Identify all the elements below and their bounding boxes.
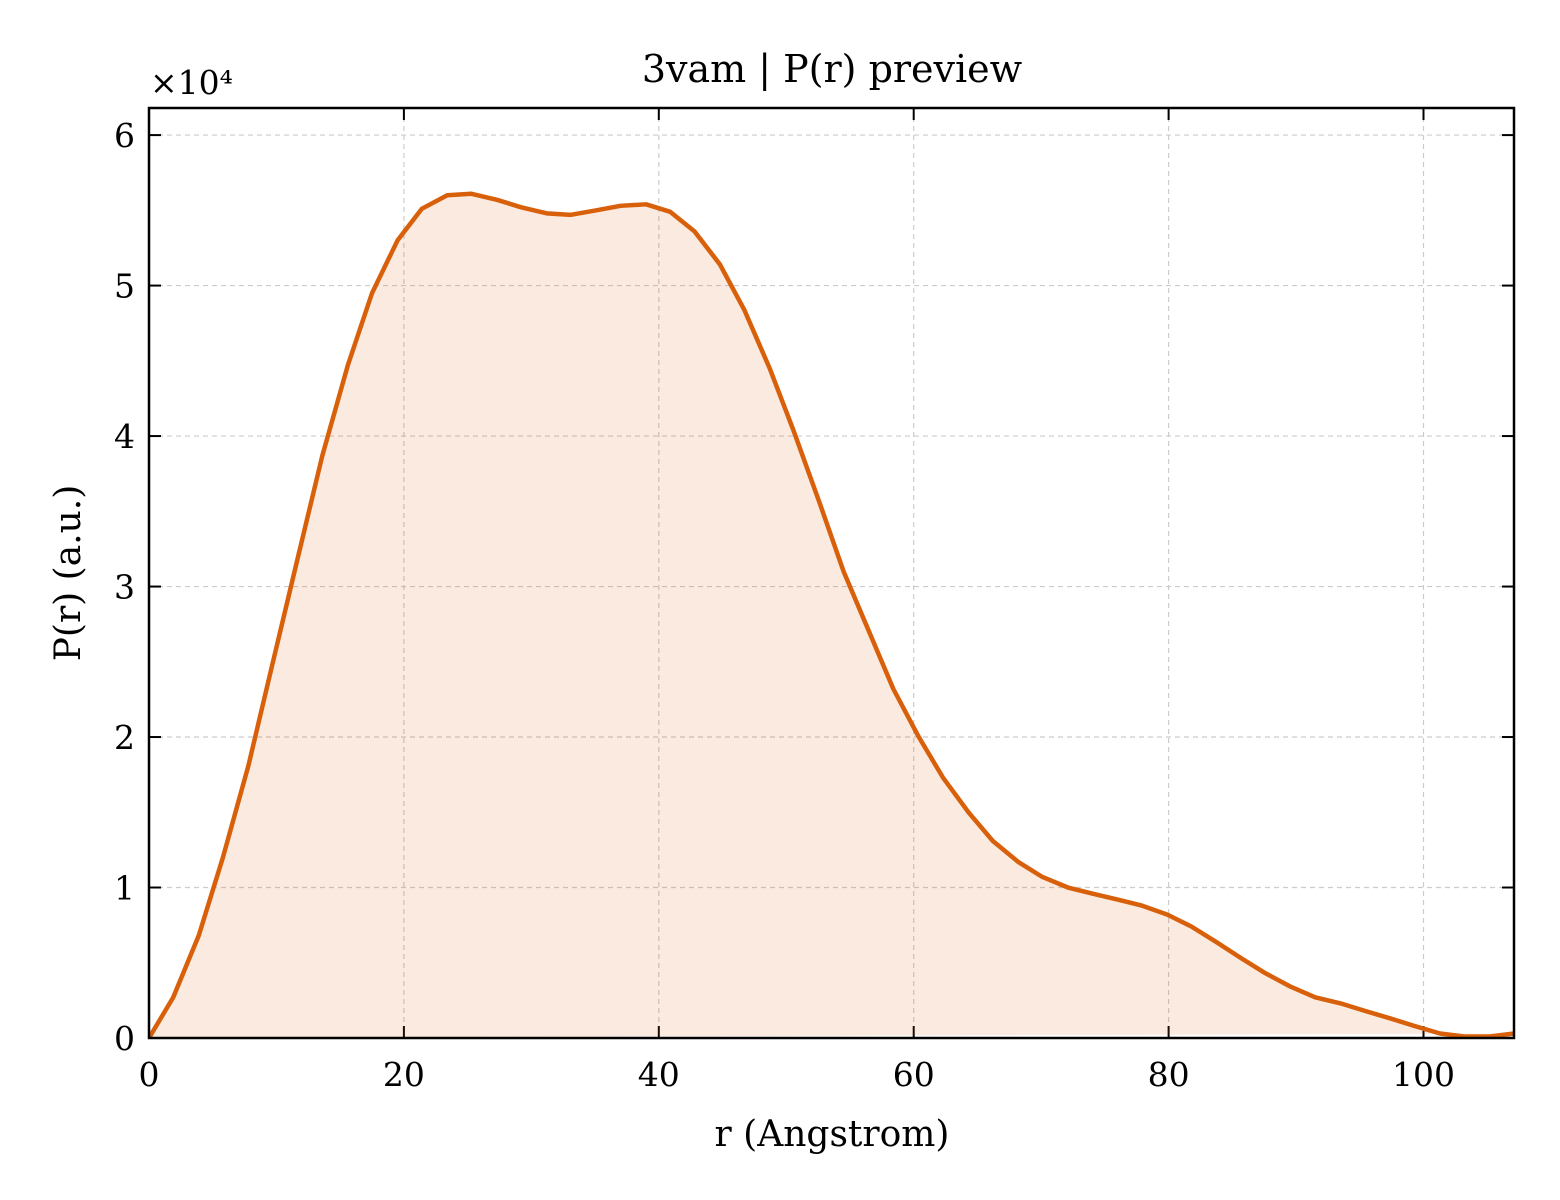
x-tick-label: 20: [383, 1055, 425, 1094]
x-tick-label: 40: [638, 1055, 680, 1094]
y-tick-label: 6: [114, 116, 135, 155]
area: [149, 193, 1514, 1038]
y-axis-label: P(r) (a.u.): [48, 485, 89, 662]
x-tick-label: 60: [893, 1055, 935, 1094]
y-tick-label: 0: [114, 1019, 135, 1058]
plot-frame: [147, 106, 1516, 1040]
x-axis-label: r (Angstrom): [715, 1114, 950, 1155]
y-tick-label: 3: [114, 568, 135, 607]
y-offset-label: ×10⁴: [150, 63, 233, 102]
x-tick-label: 80: [1148, 1055, 1190, 1094]
y-tick-label: 1: [114, 869, 135, 908]
line: [149, 191, 1514, 1038]
x-tick-label: 100: [1392, 1055, 1455, 1094]
y-tick-label: 2: [114, 718, 135, 757]
y-tick-label: 5: [114, 267, 135, 306]
y-tick-label: 4: [114, 417, 135, 456]
x-tick-label: 0: [139, 1055, 160, 1094]
chart-title: 3vam | P(r) preview: [642, 47, 1023, 91]
